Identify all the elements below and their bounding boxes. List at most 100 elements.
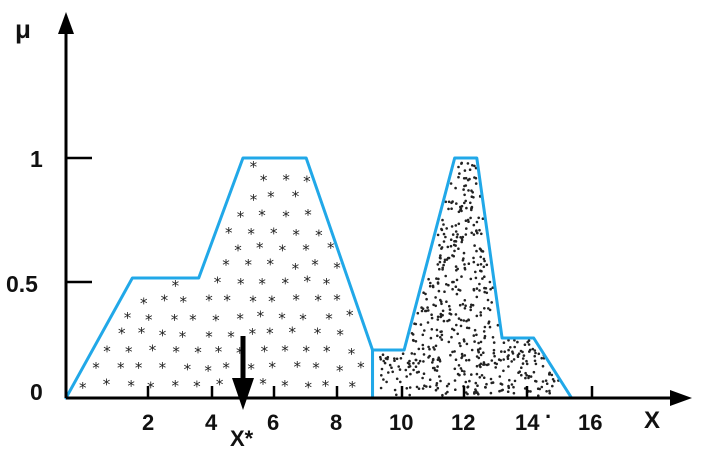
asterisk-mark: * — [225, 224, 233, 242]
dot-mark — [425, 297, 428, 301]
dot-mark — [414, 322, 418, 326]
dot-mark — [527, 343, 531, 346]
dot-mark — [506, 357, 510, 361]
dot-mark — [479, 311, 483, 314]
dot-mark — [448, 318, 451, 322]
dot-mark — [489, 287, 492, 291]
dot-mark — [508, 378, 511, 382]
asterisk-mark: * — [266, 325, 274, 343]
dot-mark — [474, 176, 478, 180]
dot-mark — [474, 381, 478, 385]
dot-mark — [487, 307, 490, 310]
dot-mark — [490, 301, 494, 304]
dot-mark — [467, 220, 470, 223]
dot-mark — [472, 223, 476, 227]
dot-mark — [452, 254, 456, 258]
dot-mark — [447, 200, 451, 204]
dot-mark — [429, 281, 432, 285]
dot-mark — [465, 342, 469, 346]
dot-mark — [465, 206, 468, 210]
asterisk-mark: * — [270, 225, 278, 243]
asterisk-mark: * — [325, 310, 333, 328]
dot-mark — [435, 277, 438, 280]
x-tick-label-12: 12 — [451, 410, 475, 435]
dot-mark — [445, 283, 448, 286]
dot-mark — [478, 376, 482, 379]
dot-mark — [454, 285, 458, 289]
asterisk-mark: * — [145, 311, 153, 329]
dot-mark — [467, 358, 471, 362]
dot-mark — [457, 222, 461, 226]
dot-mark — [529, 375, 533, 378]
dot-mark — [454, 265, 458, 268]
asterisk-mark: * — [311, 256, 319, 274]
asterisk-mark: * — [282, 207, 290, 225]
dot-mark — [470, 373, 473, 376]
dot-mark — [449, 353, 452, 357]
dot-mark — [548, 389, 551, 393]
dot-mark — [474, 270, 477, 274]
dot-mark — [477, 392, 480, 396]
dot-mark — [454, 186, 457, 190]
dot-mark — [381, 353, 385, 357]
asterisk-mark: * — [138, 324, 146, 342]
dot-mark — [438, 260, 442, 264]
dot-mark — [432, 346, 435, 349]
dot-mark — [410, 352, 414, 355]
dot-mark — [466, 162, 470, 165]
dot-mark — [482, 265, 486, 269]
dot-mark — [437, 289, 441, 293]
dot-mark — [454, 224, 458, 227]
asterisk-mark: * — [103, 376, 111, 394]
dot-mark — [465, 227, 468, 230]
asterisk-mark: * — [171, 311, 179, 329]
dot-mark — [550, 373, 554, 377]
asterisk-mark: * — [249, 325, 257, 343]
dot-mark — [534, 362, 538, 366]
y-axis-label: μ — [15, 14, 31, 44]
dot-mark — [417, 387, 421, 391]
asterisk-mark: * — [193, 378, 201, 396]
dot-mark — [456, 233, 459, 236]
x-tick-label-2: 2 — [142, 410, 154, 435]
dot-mark — [447, 256, 451, 260]
dot-mark — [466, 385, 470, 389]
dot-mark — [472, 260, 476, 264]
asterisk-mark: * — [304, 206, 312, 224]
dot-mark — [417, 362, 420, 365]
dot-mark — [502, 369, 505, 373]
dot-mark — [395, 377, 399, 381]
dot-mark — [463, 193, 466, 197]
asterisk-mark: * — [227, 328, 235, 346]
dot-mark — [509, 346, 512, 349]
dot-mark — [525, 359, 528, 363]
dot-mark — [436, 315, 440, 319]
dot-mark — [456, 332, 460, 336]
dot-mark — [405, 387, 409, 390]
dot-mark — [464, 219, 468, 222]
dot-mark — [510, 360, 513, 363]
dot-mark — [443, 290, 446, 294]
dot-mark — [439, 315, 443, 318]
dot-mark — [430, 313, 433, 317]
dot-mark — [485, 382, 488, 386]
dot-mark — [492, 341, 496, 344]
dot-mark — [479, 353, 483, 357]
dot-mark — [445, 300, 448, 304]
dot-mark — [433, 348, 436, 351]
dot-mark — [552, 379, 556, 383]
dot-mark — [489, 391, 493, 395]
dot-mark — [506, 355, 510, 359]
y-axis-arrow-icon — [58, 12, 74, 34]
dot-mark — [485, 291, 489, 295]
dot-mark — [483, 325, 487, 329]
dot-mark — [446, 245, 450, 249]
dot-mark — [408, 393, 412, 397]
dot-mark — [440, 302, 443, 306]
asterisk-mark: * — [118, 325, 126, 343]
asterisk-mark: * — [245, 256, 253, 274]
asterisk-mark: * — [336, 362, 344, 380]
dot-mark — [419, 323, 423, 326]
asterisk-mark: * — [304, 273, 312, 291]
dot-mark — [518, 370, 521, 374]
